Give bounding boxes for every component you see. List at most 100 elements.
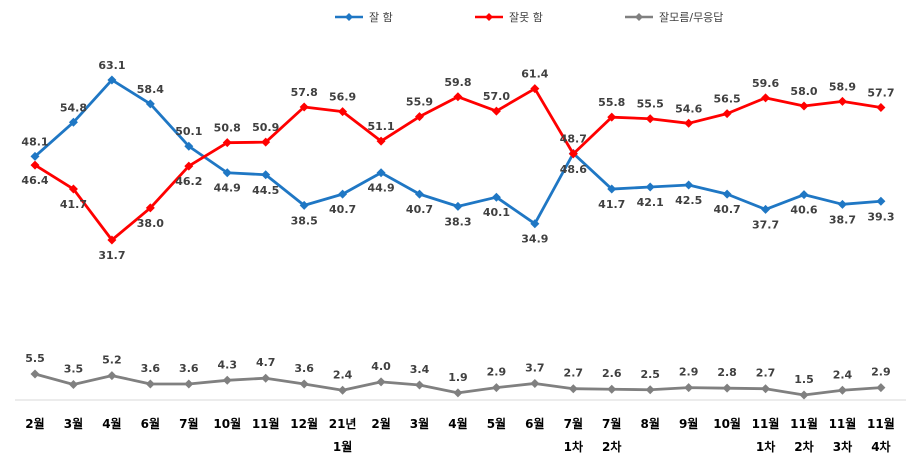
label-series-0-11: 38.3 bbox=[444, 215, 471, 228]
series-2-point-4 bbox=[184, 379, 194, 389]
series-0-point-22 bbox=[876, 196, 886, 206]
category-label-9-0: 2월 bbox=[371, 416, 390, 431]
label-series-2-13: 3.7 bbox=[525, 361, 545, 374]
label-series-0-2: 63.1 bbox=[98, 59, 125, 72]
legend-marker-0 bbox=[345, 13, 353, 21]
category-label-4-0: 7월 bbox=[179, 416, 198, 431]
label-series-1-14: 48.6 bbox=[560, 163, 587, 176]
series-1-point-2 bbox=[107, 235, 117, 245]
label-series-2-5: 4.3 bbox=[218, 358, 238, 371]
series-0-point-15 bbox=[607, 184, 617, 194]
label-series-1-16: 55.5 bbox=[637, 98, 664, 111]
label-series-1-5: 50.8 bbox=[214, 122, 241, 135]
category-label-22-0: 11월 bbox=[867, 416, 895, 431]
label-series-2-7: 3.6 bbox=[294, 362, 314, 375]
category-label-20-0: 11월 bbox=[790, 416, 818, 431]
label-series-0-18: 40.7 bbox=[714, 203, 741, 216]
data-labels: 48.1 46.4 5.5 54.8 41.7 3.5 63.1 31.7 5.2 58.4 38.… bbox=[21, 59, 894, 386]
series-1-point-22 bbox=[876, 103, 886, 113]
series-2-point-13 bbox=[530, 378, 540, 388]
label-series-1-20: 58.0 bbox=[790, 85, 817, 98]
category-label-16-0: 8월 bbox=[641, 416, 660, 431]
label-series-2-1: 3.5 bbox=[64, 363, 84, 376]
series-1-point-12 bbox=[491, 106, 501, 116]
legend-label-1: 잘못 함 bbox=[509, 11, 543, 24]
label-series-2-3: 3.6 bbox=[141, 362, 161, 375]
series-1-point-14 bbox=[568, 149, 578, 159]
label-series-2-18: 2.8 bbox=[717, 366, 737, 379]
label-series-1-0: 46.4 bbox=[21, 174, 48, 187]
category-label-19-1: 1차 bbox=[756, 439, 775, 454]
category-label-21-0: 11월 bbox=[829, 416, 857, 431]
label-series-2-0: 5.5 bbox=[25, 352, 45, 365]
label-series-0-6: 44.5 bbox=[252, 184, 279, 197]
category-label-3-0: 6월 bbox=[141, 416, 160, 431]
series-2-point-7 bbox=[299, 379, 309, 389]
category-label-8-1: 1월 bbox=[333, 439, 352, 454]
series-0-point-10 bbox=[415, 189, 424, 199]
legend: 잘 함 잘못 함 잘모름/무응답 bbox=[335, 11, 723, 24]
label-series-1-17: 54.6 bbox=[675, 102, 702, 115]
category-label-7-0: 12월 bbox=[290, 416, 318, 431]
series-2-point-1 bbox=[68, 380, 78, 389]
series-1-point-5 bbox=[222, 138, 232, 148]
series-1-point-18 bbox=[722, 109, 732, 119]
series-1-point-3 bbox=[145, 203, 155, 213]
label-series-1-19: 59.6 bbox=[752, 77, 779, 90]
category-label-8-0: 21년 bbox=[329, 417, 357, 431]
series-1-point-6 bbox=[261, 137, 271, 147]
label-series-1-8: 56.9 bbox=[329, 91, 356, 104]
series-0-point-19 bbox=[761, 204, 771, 214]
label-series-0-21: 38.7 bbox=[829, 213, 856, 226]
label-series-0-7: 38.5 bbox=[291, 214, 318, 227]
category-label-2-0: 4월 bbox=[102, 416, 121, 431]
category-label-19-0: 11월 bbox=[752, 416, 780, 431]
label-series-1-22: 57.7 bbox=[867, 87, 894, 100]
series-0-point-3 bbox=[145, 99, 155, 109]
category-label-18-0: 10월 bbox=[713, 416, 741, 431]
label-series-0-14: 48.7 bbox=[560, 132, 587, 145]
series-1-point-4 bbox=[184, 161, 194, 171]
series-0-point-13 bbox=[530, 219, 540, 229]
series-2-point-17 bbox=[684, 383, 694, 393]
legend-label-2: 잘모름/무응답 bbox=[659, 11, 723, 24]
series-2-point-14 bbox=[568, 384, 578, 394]
label-series-0-22: 39.3 bbox=[867, 210, 894, 223]
label-series-2-2: 5.2 bbox=[102, 354, 122, 367]
label-series-2-16: 2.5 bbox=[640, 368, 660, 381]
label-series-1-11: 59.8 bbox=[444, 76, 471, 89]
label-series-1-10: 55.9 bbox=[406, 96, 433, 109]
category-label-17-0: 9월 bbox=[679, 416, 698, 431]
category-label-10-0: 3월 bbox=[410, 416, 429, 431]
category-label-22-1: 4차 bbox=[871, 439, 890, 454]
series-1-point-19 bbox=[761, 93, 771, 103]
label-series-0-0: 48.1 bbox=[21, 135, 48, 148]
label-series-2-4: 3.6 bbox=[179, 362, 199, 375]
category-label-12-0: 5월 bbox=[487, 416, 506, 431]
series-1-point-9 bbox=[376, 136, 386, 146]
label-series-0-12: 40.1 bbox=[483, 206, 510, 219]
label-series-0-15: 41.7 bbox=[598, 198, 625, 211]
series-0-point-2 bbox=[107, 75, 117, 85]
series-1-point-13 bbox=[530, 84, 540, 94]
label-series-0-13: 34.9 bbox=[521, 233, 548, 246]
category-label-1-0: 3월 bbox=[64, 416, 83, 431]
series-1-point-0 bbox=[30, 160, 40, 170]
category-label-5-0: 10월 bbox=[213, 416, 241, 431]
series-1-point-20 bbox=[799, 101, 809, 111]
series-1-point-16 bbox=[645, 114, 655, 124]
label-series-0-16: 42.1 bbox=[637, 196, 664, 209]
label-series-1-6: 50.9 bbox=[252, 121, 279, 134]
series-2-point-15 bbox=[607, 384, 617, 394]
category-axis: 2월 3월 4월 6월 7월 10월 11월 12월 21년 1월 2월 3월 4월 5월 6월 7월 1차 7월… bbox=[25, 416, 894, 454]
series-2-point-8 bbox=[338, 385, 348, 395]
label-series-0-8: 40.7 bbox=[329, 203, 356, 216]
series-0-point-20 bbox=[799, 190, 809, 200]
series-0-point-18 bbox=[722, 189, 732, 199]
label-series-2-17: 2.9 bbox=[679, 366, 699, 379]
label-series-2-9: 4.0 bbox=[371, 360, 391, 373]
series-2-point-16 bbox=[645, 385, 655, 395]
series-2-point-10 bbox=[415, 380, 424, 390]
label-series-1-13: 61.4 bbox=[521, 68, 548, 81]
